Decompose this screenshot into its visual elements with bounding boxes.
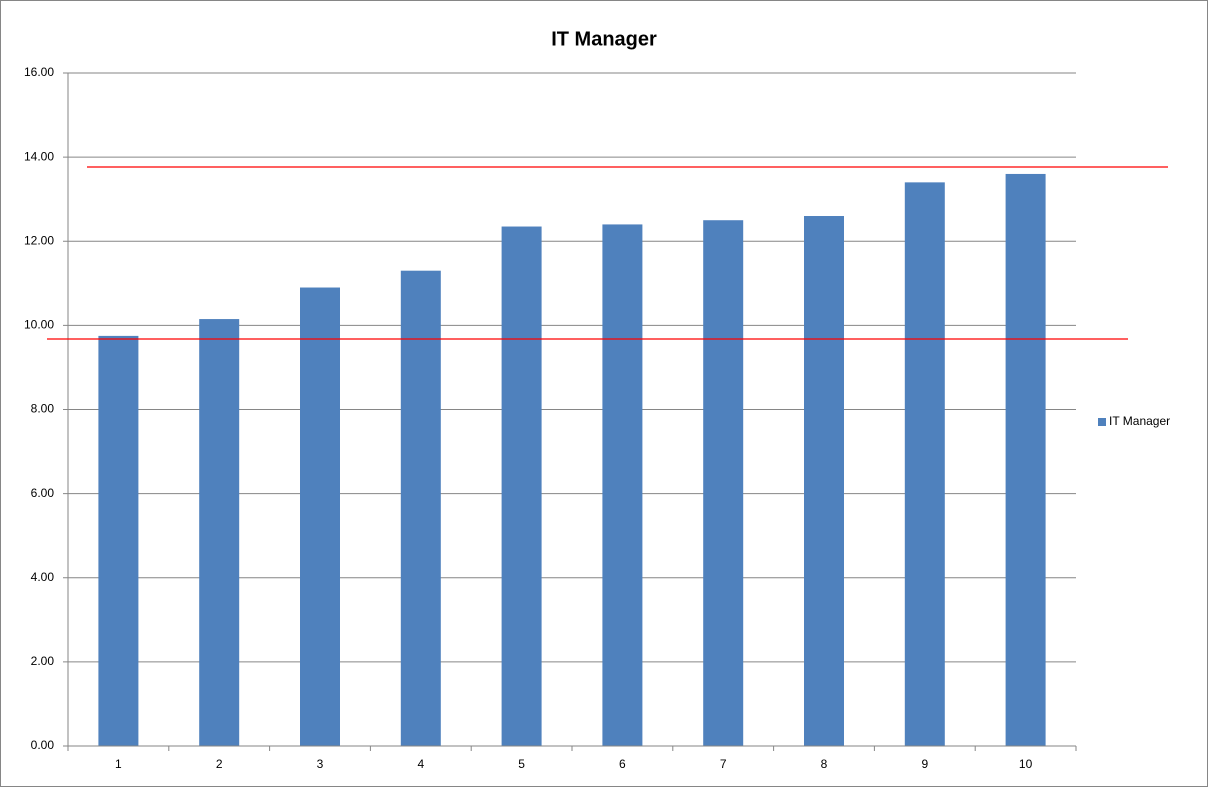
bar <box>199 319 240 746</box>
bar <box>501 226 542 746</box>
x-tick-label: 8 <box>821 757 828 771</box>
y-tick-label: 10.00 <box>24 318 54 332</box>
bar <box>804 216 844 746</box>
bar <box>1005 173 1046 746</box>
y-tick-label: 14.00 <box>24 149 54 163</box>
y-tick-label: 8.00 <box>31 402 55 416</box>
x-tick-label: 3 <box>317 757 324 771</box>
bar <box>602 224 643 747</box>
bar <box>703 220 744 746</box>
x-tick-label: 6 <box>619 757 626 771</box>
bar <box>400 270 441 746</box>
bar <box>98 335 139 746</box>
x-tick-label: 7 <box>720 757 727 771</box>
legend-swatch <box>1098 418 1106 426</box>
x-tick-label: 2 <box>216 757 223 771</box>
x-tick-label: 4 <box>417 757 424 771</box>
plot-area: 0.00 2.00 4.00 6.00 8.00 10.00 12.00 14.00 16.00… <box>24 65 1170 771</box>
bar <box>904 182 945 747</box>
y-tick-label: 0.00 <box>31 738 55 752</box>
y-tick-label: 2.00 <box>31 654 55 668</box>
y-tick-label: 6.00 <box>31 486 55 500</box>
x-tick-label: 9 <box>921 757 928 771</box>
y-tick-label: 16.00 <box>24 65 54 79</box>
x-tick-label: 5 <box>518 757 525 771</box>
x-tick-label: 1 <box>115 757 122 771</box>
chart-title: IT Manager <box>551 28 657 50</box>
y-tick-label: 4.00 <box>31 570 55 584</box>
bar <box>300 287 340 746</box>
x-tick-label: 10 <box>1019 757 1033 771</box>
y-tick-label: 12.00 <box>24 233 54 247</box>
legend-label: IT Manager <box>1109 414 1170 428</box>
